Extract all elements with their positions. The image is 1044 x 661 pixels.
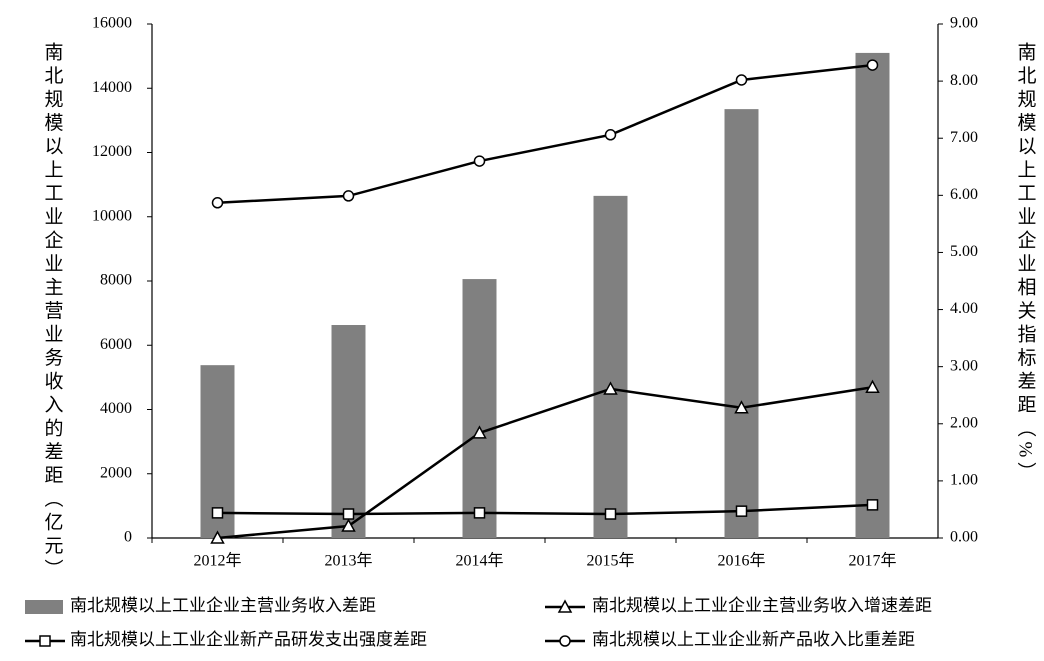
x-tick-label: 2012年: [193, 552, 241, 570]
y-axis-title: 南北规模以上工业企业主营业务收入的差距（亿元）: [42, 42, 64, 583]
bar: [724, 109, 759, 538]
y-tick-label: 14000: [92, 79, 132, 96]
x-tick-label: 2015年: [586, 552, 634, 570]
bar: [331, 325, 366, 538]
legend-label: 南北规模以上工业企业新产品收入比重差距: [592, 630, 915, 649]
point: [473, 507, 486, 519]
y2-tick-label: 2.00: [950, 414, 978, 431]
point: [865, 379, 880, 393]
y2-tick-label: 9.00: [950, 15, 978, 32]
line: [217, 63, 873, 205]
y2-axis-title: 南北规模以上工业企业相关指标差距（%）: [1015, 42, 1037, 486]
point: [866, 59, 879, 71]
point: [734, 400, 749, 414]
y-tick-label: 0: [124, 529, 132, 546]
point: [472, 425, 487, 439]
line: [217, 385, 873, 540]
point: [342, 190, 355, 202]
y-tick-label: 4000: [100, 400, 132, 417]
legend-marker: [559, 635, 571, 647]
point: [604, 129, 617, 141]
y-tick-label: 16000: [92, 15, 132, 32]
x-tick-label: 2014年: [455, 552, 503, 570]
y-tick-label: 2000: [100, 464, 132, 481]
x-tick-label: 2013年: [324, 552, 372, 570]
y-tick-label: 8000: [100, 272, 132, 289]
line: [217, 503, 873, 516]
point: [341, 518, 356, 532]
point: [210, 530, 225, 544]
point: [735, 505, 748, 517]
y2-tick-label: 4.00: [950, 300, 978, 317]
point: [735, 74, 748, 86]
point: [603, 381, 618, 395]
legend-label: 南北规模以上工业企业主营业务收入增速差距: [592, 596, 932, 615]
y2-tick-label: 3.00: [950, 357, 978, 374]
bar: [462, 279, 497, 538]
legend-marker: [557, 599, 573, 613]
bar: [855, 52, 890, 538]
y-tick-label: 10000: [92, 207, 132, 224]
legend-label: 南北规模以上工业企业新产品研发支出强度差距: [70, 630, 427, 649]
point: [866, 499, 879, 511]
x-tick-label: 2017年: [848, 552, 896, 570]
point: [604, 508, 617, 520]
point: [473, 155, 486, 167]
legend-label: 南北规模以上工业企业主营业务收入差距: [70, 596, 376, 615]
y-tick-label: 6000: [100, 336, 132, 353]
y2-tick-label: 6.00: [950, 186, 978, 203]
x-tick-label: 2016年: [717, 552, 765, 570]
y-tick-label: 12000: [92, 143, 132, 160]
point: [342, 508, 355, 520]
bar: [593, 195, 628, 538]
y2-tick-label: 5.00: [950, 243, 978, 260]
legend-marker: [39, 635, 51, 647]
y2-tick-label: 8.00: [950, 72, 978, 89]
legend-swatch: [25, 600, 63, 614]
y2-tick-label: 7.00: [950, 129, 978, 146]
y2-tick-label: 0.00: [950, 529, 978, 546]
y2-tick-label: 1.00: [950, 472, 978, 489]
point: [211, 197, 224, 209]
point: [211, 507, 224, 519]
